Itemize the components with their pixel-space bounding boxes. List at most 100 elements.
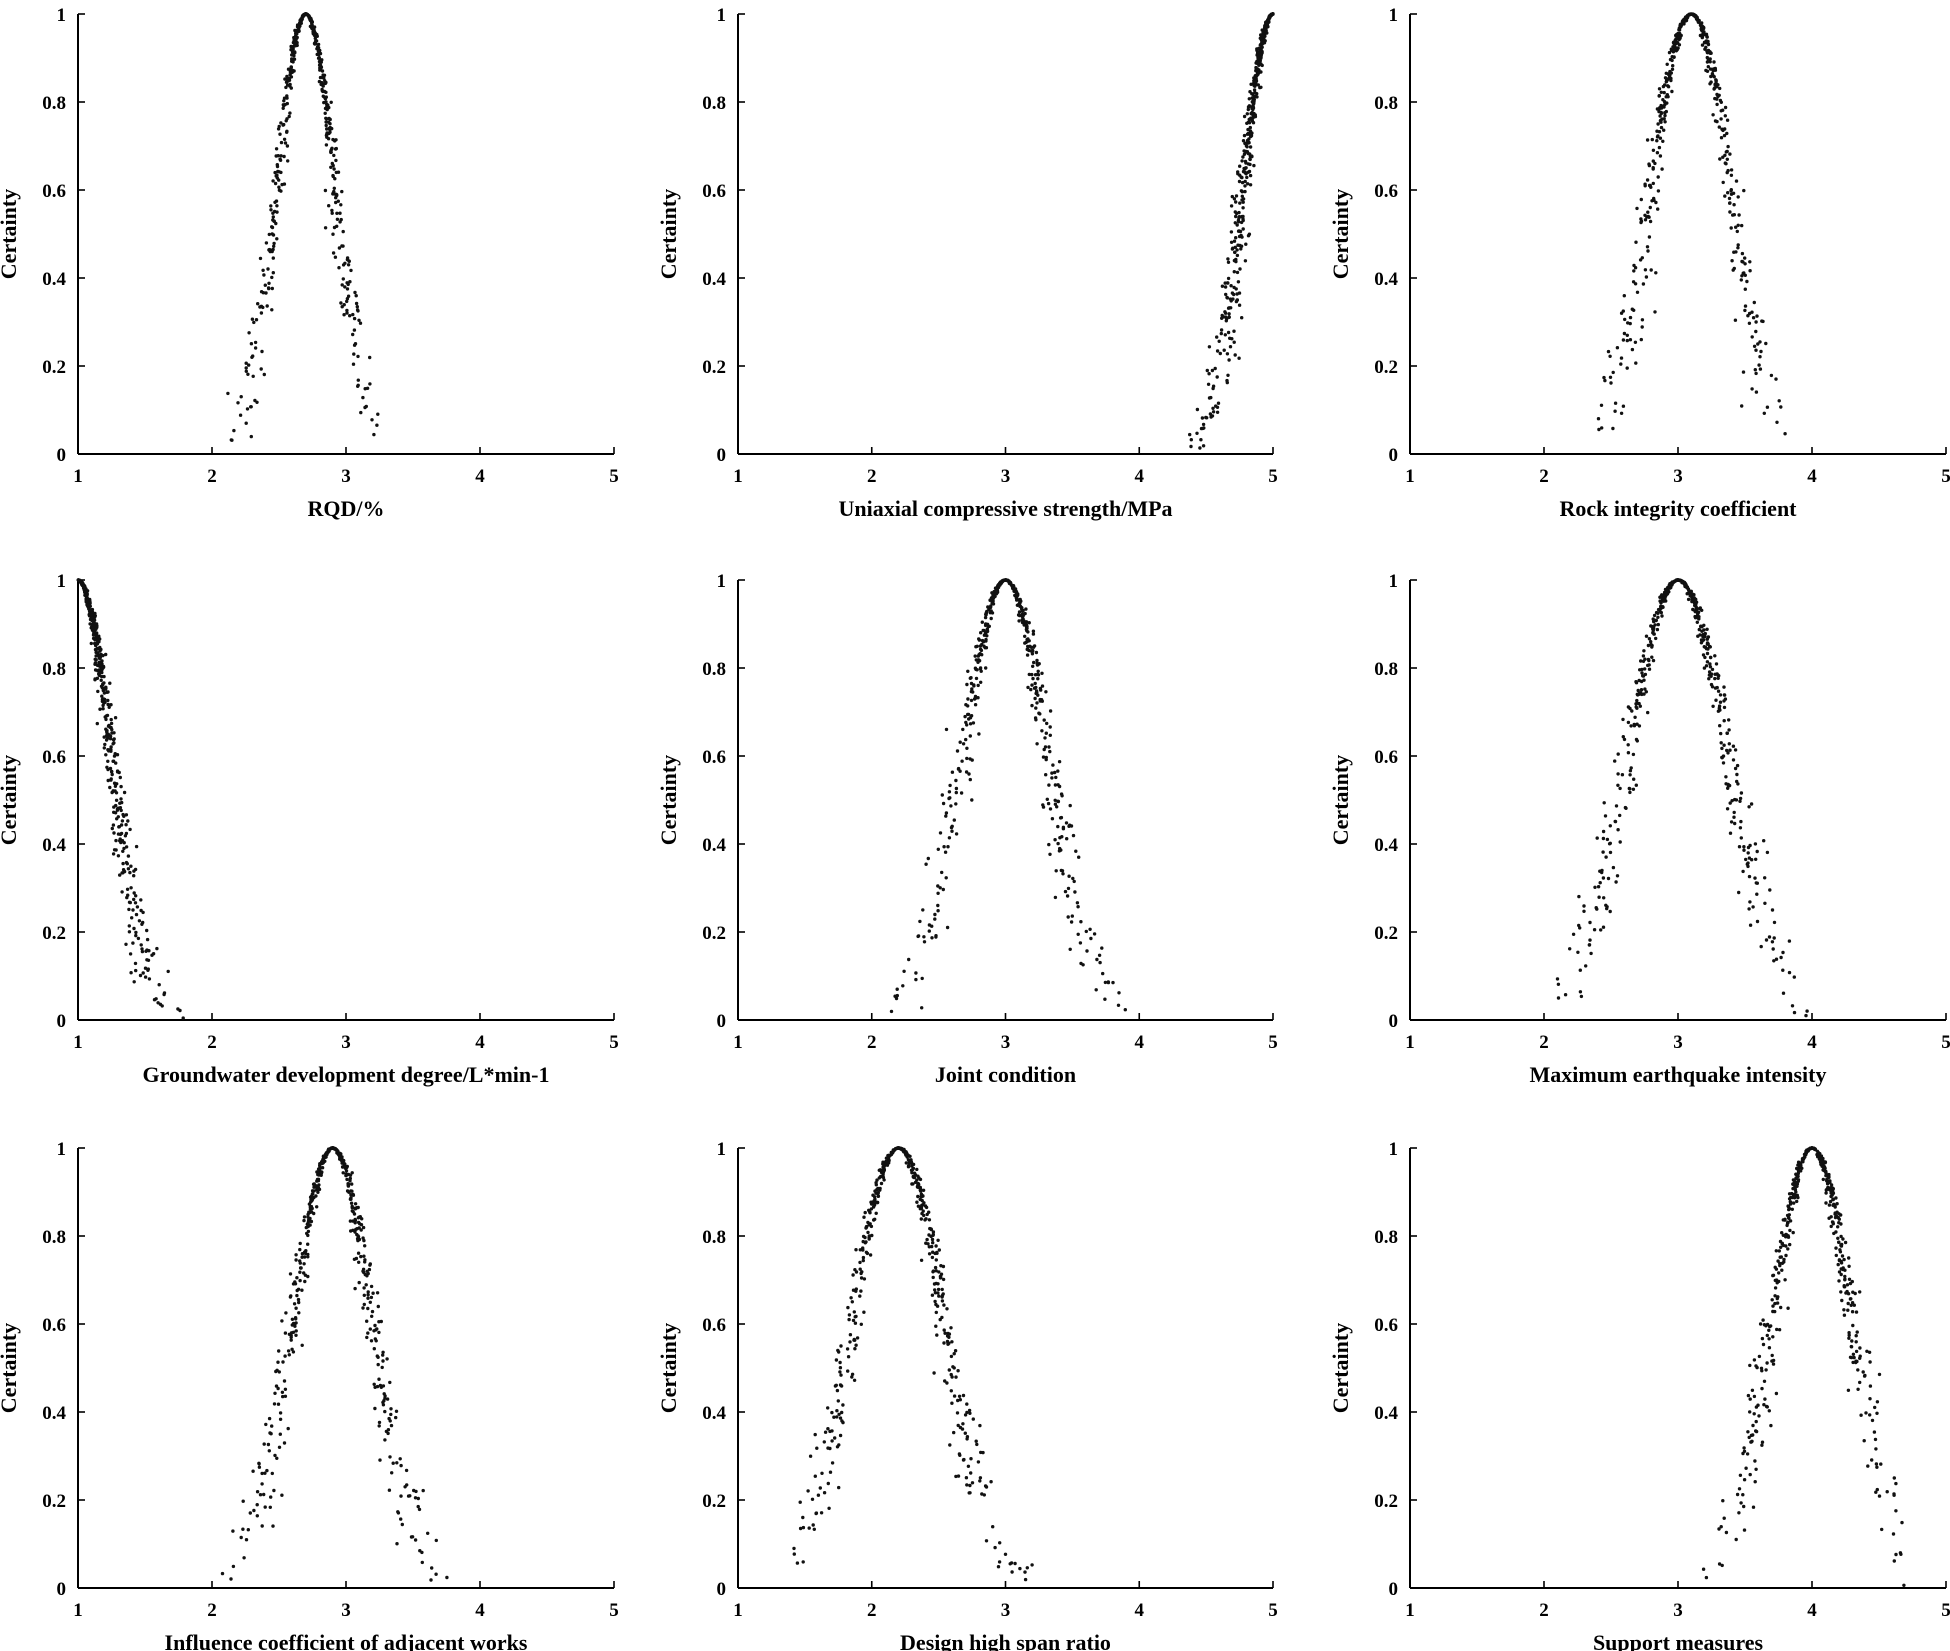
data-point xyxy=(1877,1494,1882,1498)
data-point xyxy=(1050,817,1055,821)
data-point xyxy=(1787,1192,1792,1196)
data-point xyxy=(280,1390,285,1395)
data-point xyxy=(1839,1261,1844,1265)
data-point xyxy=(273,200,277,204)
data-point xyxy=(1874,1447,1878,1451)
data-point xyxy=(1603,378,1607,383)
data-point xyxy=(1752,1394,1757,1399)
data-point xyxy=(1874,1490,1878,1494)
data-point xyxy=(1792,975,1797,979)
data-point xyxy=(278,132,282,136)
data-point xyxy=(1651,631,1655,635)
data-point xyxy=(327,204,331,208)
data-point xyxy=(134,912,139,917)
data-point xyxy=(132,980,136,984)
x-tick-label: 4 xyxy=(475,1600,485,1621)
y-tick-label: 1 xyxy=(1389,1139,1399,1160)
data-point xyxy=(1829,1194,1833,1199)
data-point xyxy=(1769,373,1774,378)
data-point xyxy=(1656,615,1660,619)
data-point xyxy=(132,874,136,878)
data-point xyxy=(324,120,328,124)
data-point xyxy=(375,1354,379,1358)
data-point xyxy=(936,884,940,888)
data-point xyxy=(1031,629,1036,633)
data-point xyxy=(1773,1294,1777,1298)
data-point xyxy=(104,753,108,757)
data-point xyxy=(353,1230,357,1234)
data-point xyxy=(947,836,952,840)
data-point xyxy=(1721,761,1726,765)
data-point xyxy=(317,52,321,57)
data-point xyxy=(255,1503,259,1507)
data-point xyxy=(934,935,938,939)
data-point xyxy=(921,1209,925,1213)
x-axis-title: Maximum earthquake intensity xyxy=(1530,1062,1827,1087)
data-point xyxy=(1726,191,1730,195)
data-point xyxy=(1873,1437,1878,1442)
data-point xyxy=(1736,195,1740,199)
data-point xyxy=(349,1229,353,1233)
data-point xyxy=(963,1431,967,1435)
data-point xyxy=(1716,676,1720,680)
data-point xyxy=(1608,375,1613,379)
data-point xyxy=(1650,643,1654,648)
data-point xyxy=(1237,179,1242,184)
data-point xyxy=(361,1236,365,1240)
data-point xyxy=(930,936,934,940)
data-point xyxy=(1791,1230,1795,1235)
data-point xyxy=(295,1293,299,1298)
data-point xyxy=(936,909,940,913)
data-point xyxy=(1713,68,1718,72)
data-point xyxy=(1840,1298,1844,1303)
data-point xyxy=(381,1353,385,1357)
x-tick-label: 4 xyxy=(475,466,485,487)
data-point xyxy=(1634,702,1638,706)
data-point xyxy=(254,318,259,322)
data-point xyxy=(246,372,250,376)
data-point xyxy=(867,1237,871,1241)
data-point xyxy=(1763,1397,1767,1401)
data-point xyxy=(1765,850,1770,855)
data-point xyxy=(271,256,275,260)
data-point xyxy=(86,603,91,607)
data-point xyxy=(1780,1241,1785,1246)
x-tick-label: 5 xyxy=(1941,466,1950,487)
data-point xyxy=(350,1182,354,1186)
data-point xyxy=(947,1368,951,1372)
data-point xyxy=(902,969,906,973)
data-point xyxy=(1618,813,1622,818)
data-point xyxy=(1772,920,1777,925)
data-point xyxy=(1026,685,1030,690)
data-point xyxy=(1750,310,1754,314)
data-point xyxy=(1726,144,1730,149)
data-point xyxy=(994,589,998,593)
data-point xyxy=(1748,1410,1752,1414)
data-point xyxy=(964,720,968,725)
data-point xyxy=(1047,842,1051,847)
data-point xyxy=(1705,642,1710,646)
data-point xyxy=(93,638,97,642)
data-point xyxy=(991,595,995,600)
data-point xyxy=(295,1276,299,1280)
data-point xyxy=(84,589,89,593)
data-point xyxy=(990,601,994,605)
x-tick-label: 4 xyxy=(1807,1032,1817,1053)
data-point xyxy=(1662,599,1666,603)
data-point xyxy=(236,401,240,405)
data-point xyxy=(846,1355,851,1359)
data-point xyxy=(1743,308,1747,313)
data-point xyxy=(1619,362,1623,366)
data-point xyxy=(826,1427,830,1431)
x-axis-title: Design high span ratio xyxy=(900,1630,1111,1651)
data-point xyxy=(1827,1216,1831,1220)
data-point xyxy=(1025,647,1029,652)
data-point xyxy=(95,721,100,726)
x-tick-label: 2 xyxy=(207,466,217,487)
data-point xyxy=(1722,133,1727,138)
x-tick-label: 2 xyxy=(1539,466,1549,487)
data-point xyxy=(965,1410,969,1415)
data-point xyxy=(1729,188,1734,192)
data-point xyxy=(1035,658,1039,663)
data-point xyxy=(1004,578,1008,582)
